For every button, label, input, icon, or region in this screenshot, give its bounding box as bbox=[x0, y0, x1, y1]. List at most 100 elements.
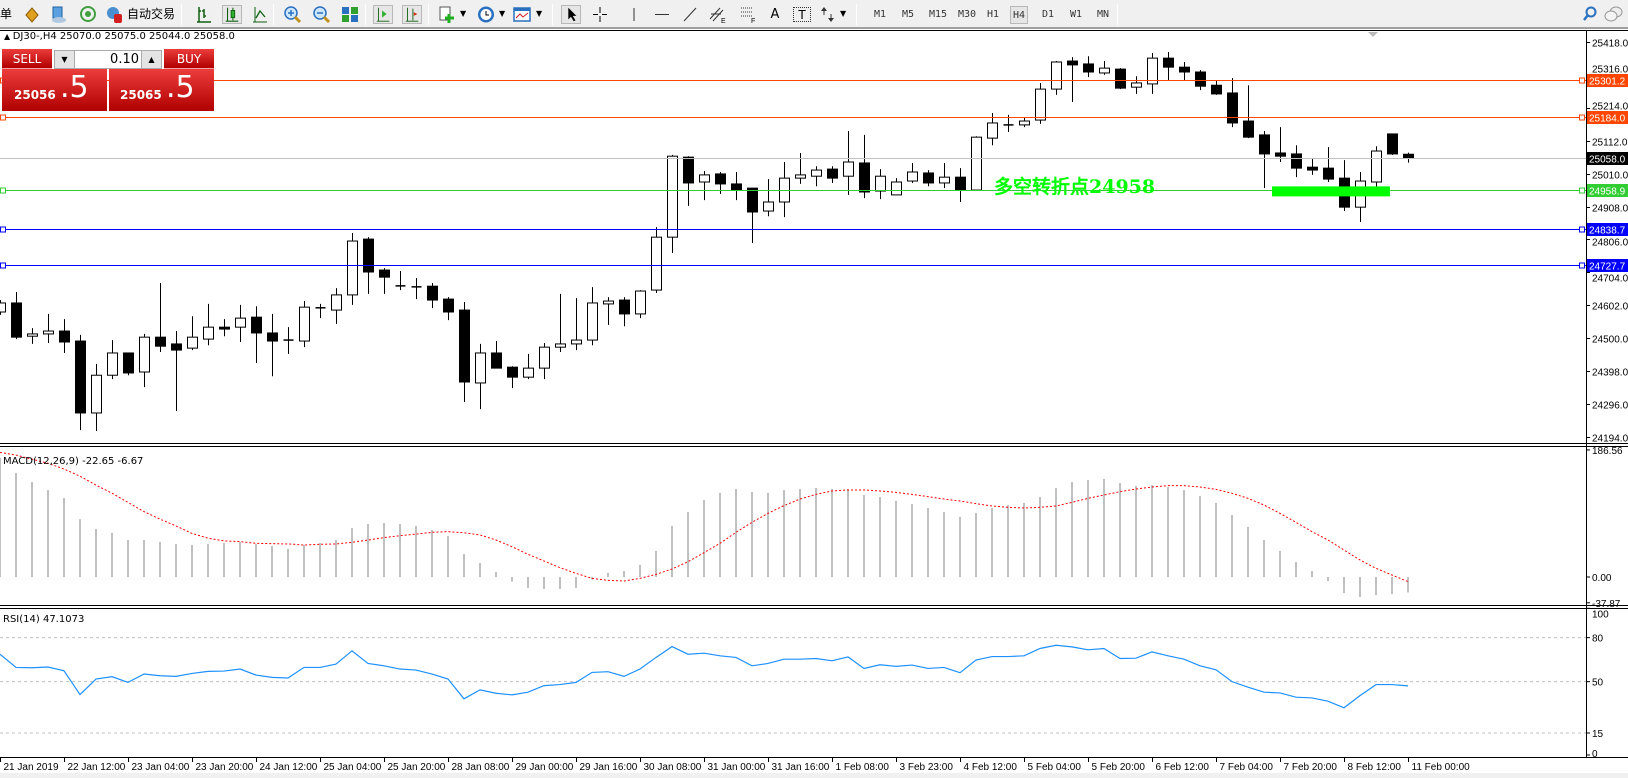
candle-body bbox=[955, 176, 966, 191]
macd-histogram-bar bbox=[479, 562, 481, 577]
candle-body bbox=[747, 187, 758, 213]
candle bbox=[667, 154, 678, 253]
cursor-icon[interactable] bbox=[561, 5, 581, 24]
arrows-icon[interactable] bbox=[818, 5, 838, 24]
pivot-annotation[interactable]: 多空转折点24958 bbox=[994, 176, 1156, 198]
macd-histogram-bar bbox=[1103, 479, 1105, 577]
time-tick-label: 21 Jan 2019 bbox=[4, 762, 59, 773]
timeframe-m30[interactable]: M30 bbox=[958, 9, 977, 20]
lot-increase-button[interactable]: ▲ bbox=[141, 51, 161, 68]
candle bbox=[1099, 61, 1110, 75]
sell-label: SELL bbox=[12, 52, 42, 66]
crosshair-icon[interactable] bbox=[590, 5, 610, 24]
line-chart-icon[interactable] bbox=[250, 5, 270, 24]
time-tick-label: 4 Feb 12:00 bbox=[964, 762, 1018, 773]
zoom-in-icon[interactable] bbox=[283, 5, 303, 24]
candle-body bbox=[875, 175, 886, 192]
candle-body bbox=[555, 343, 566, 348]
lot-decrease-button[interactable]: ▼ bbox=[55, 51, 75, 68]
arrows-dropdown-icon[interactable]: ▼ bbox=[840, 9, 847, 18]
search-icon[interactable] bbox=[1580, 5, 1600, 24]
timeframe-h4[interactable]: H4 bbox=[1010, 6, 1029, 24]
indicators-dropdown-icon[interactable]: ▼ bbox=[460, 9, 467, 18]
candle-body bbox=[443, 298, 454, 313]
auto-scroll-icon[interactable] bbox=[373, 5, 393, 24]
sell-price-button[interactable]: 25056 .5 bbox=[2, 69, 107, 111]
candle bbox=[475, 343, 486, 410]
candle bbox=[699, 171, 710, 201]
macd-histogram-bar bbox=[783, 489, 785, 577]
timeframe-m5[interactable]: M5 bbox=[902, 9, 915, 20]
macd-histogram-bar bbox=[831, 489, 833, 577]
periodicity-icon[interactable] bbox=[476, 5, 496, 24]
separator bbox=[1117, 4, 1118, 25]
macd-histogram-bar bbox=[143, 540, 145, 577]
line-handle-right bbox=[1579, 114, 1585, 121]
candle-body bbox=[523, 367, 534, 378]
zoom-out-icon[interactable] bbox=[312, 5, 332, 24]
time-tick-label: 3 Feb 23:00 bbox=[900, 762, 954, 773]
buy-price-button[interactable]: 25065 .5 bbox=[109, 69, 214, 111]
timeframe-m1[interactable]: M1 bbox=[874, 9, 887, 20]
periodicity-dropdown-icon[interactable]: ▼ bbox=[499, 9, 506, 18]
macd-histogram-bar bbox=[511, 577, 513, 582]
candle bbox=[571, 298, 582, 351]
time-tick-label: 25 Jan 20:00 bbox=[388, 762, 446, 773]
candle-body bbox=[939, 176, 950, 184]
candle-body bbox=[219, 326, 230, 330]
lot-size-input[interactable]: 0.10 bbox=[110, 52, 139, 67]
timeframe-mn[interactable]: MN bbox=[1097, 9, 1110, 20]
equidistant-channel-icon[interactable]: E bbox=[708, 5, 728, 24]
trendline-icon[interactable] bbox=[680, 5, 700, 24]
line-handle-left bbox=[0, 262, 6, 269]
timeframe-d1[interactable]: D1 bbox=[1042, 9, 1055, 20]
candle bbox=[763, 179, 774, 217]
navigator-icon[interactable] bbox=[48, 5, 68, 24]
time-tick-label: 7 Feb 20:00 bbox=[1284, 762, 1338, 773]
candlesticks-icon[interactable] bbox=[222, 5, 242, 24]
tile-windows-icon[interactable] bbox=[340, 5, 360, 24]
candle bbox=[875, 169, 886, 200]
collapse-triangle-icon[interactable]: ▲ bbox=[4, 32, 13, 41]
macd-histogram-bar bbox=[1071, 482, 1073, 577]
bar-chart-icon[interactable] bbox=[194, 5, 214, 24]
macd-histogram-bar bbox=[607, 572, 609, 577]
autotrading-button[interactable]: 自动交易 bbox=[126, 7, 175, 21]
sell-button[interactable]: SELL bbox=[2, 49, 52, 69]
indicators-icon[interactable] bbox=[437, 5, 457, 24]
one-click-trading-panel: SELL ▼ 0.10 ▲ BUY 25056 .5 25065 .5 bbox=[2, 49, 214, 111]
candle bbox=[1147, 52, 1158, 94]
fibonacci-icon[interactable]: F bbox=[738, 5, 758, 24]
new-order-button[interactable]: 单 bbox=[0, 7, 13, 21]
lot-size-stepper[interactable]: ▼ 0.10 ▲ bbox=[54, 50, 162, 69]
candle bbox=[891, 178, 902, 196]
timeframe-h1[interactable]: H1 bbox=[987, 9, 1000, 20]
macd-histogram-bar bbox=[415, 525, 417, 577]
signals-icon[interactable] bbox=[78, 5, 98, 24]
chat-icon[interactable] bbox=[1604, 5, 1624, 24]
macd-histogram-bar bbox=[911, 503, 913, 577]
candle-body bbox=[603, 300, 614, 305]
horizontal-line-icon[interactable] bbox=[652, 5, 672, 24]
templates-icon[interactable] bbox=[512, 5, 532, 24]
vertical-line-icon[interactable] bbox=[624, 5, 644, 24]
timeframe-w1[interactable]: W1 bbox=[1070, 9, 1083, 20]
timeframe-m15[interactable]: M15 bbox=[929, 9, 948, 20]
candle-body bbox=[1243, 120, 1254, 138]
price-tick-label: 25316.0 bbox=[1592, 65, 1628, 76]
text-tool-button[interactable]: A bbox=[770, 7, 780, 22]
macd-histogram-bar bbox=[79, 519, 81, 577]
chart-window[interactable]: 25418.0 25316.0 25214.0 25112.0 25010.0 24908… bbox=[0, 29, 1628, 778]
price-label-box bbox=[1587, 259, 1628, 272]
templates-dropdown-icon[interactable]: ▼ bbox=[536, 9, 543, 18]
time-tick-label: 23 Jan 20:00 bbox=[196, 762, 254, 773]
candle-body bbox=[571, 339, 582, 345]
buy-button[interactable]: BUY bbox=[164, 49, 214, 69]
fibonacci-sub: F bbox=[751, 18, 755, 24]
chart-shift-icon[interactable] bbox=[402, 5, 422, 24]
macd-histogram-bar bbox=[527, 577, 529, 588]
candle bbox=[635, 290, 646, 319]
autotrading-icon[interactable] bbox=[104, 5, 124, 24]
market-watch-icon[interactable] bbox=[22, 5, 42, 24]
text-label-tool-button[interactable]: T bbox=[793, 7, 811, 22]
